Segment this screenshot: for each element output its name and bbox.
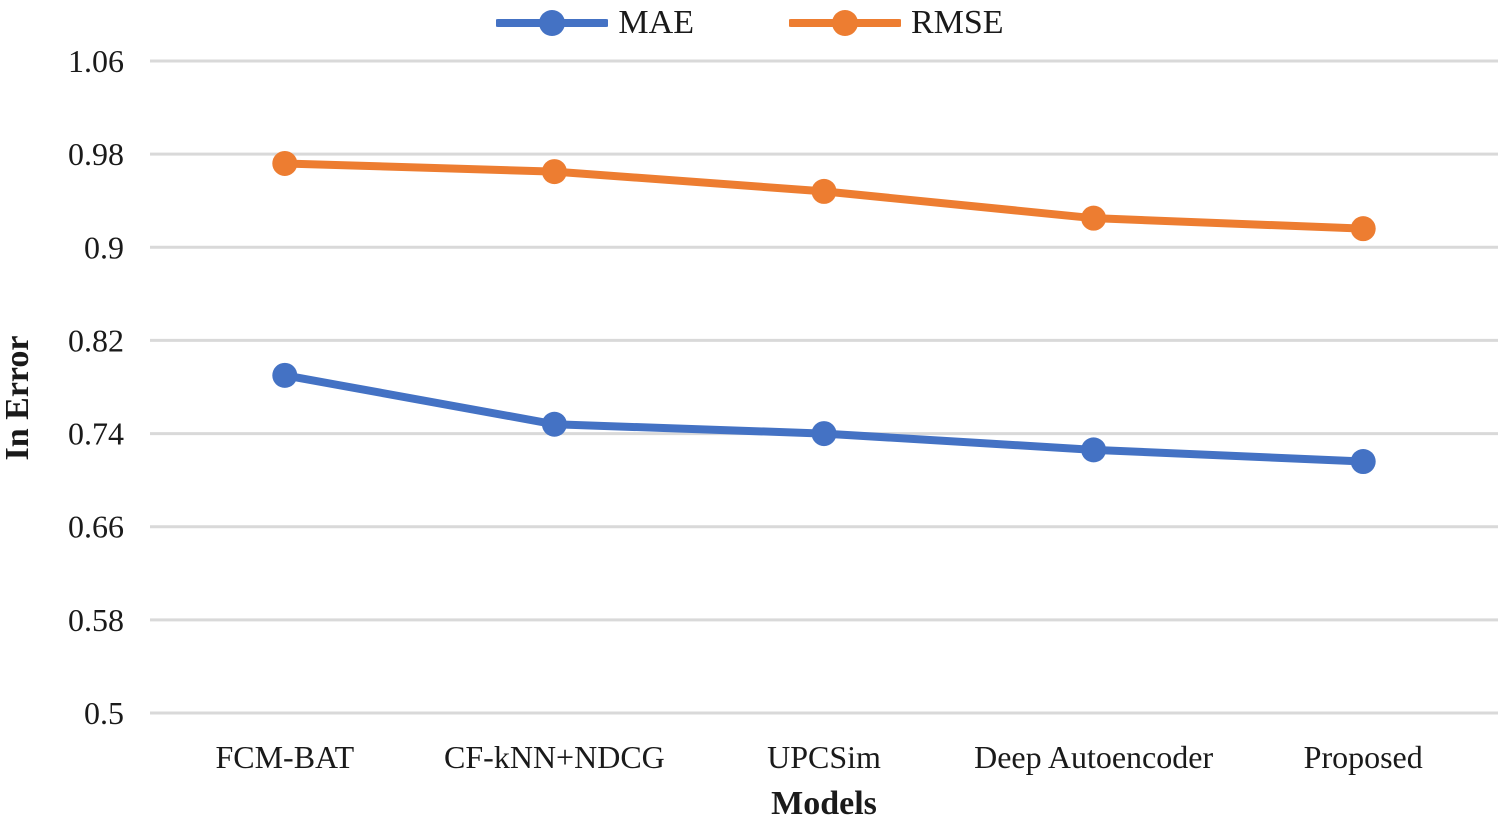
data-point-mae — [541, 411, 567, 437]
series-line-mae — [280, 371, 1368, 466]
legend-entry-rmse: RMSE — [788, 4, 1004, 41]
x-tick-label: FCM-BAT — [215, 739, 354, 775]
data-point-rmse — [1081, 205, 1107, 231]
rmse-line-marker-icon — [788, 10, 901, 36]
y-tick-label: 0.74 — [68, 416, 124, 452]
legend-entry-mae: MAE — [496, 6, 694, 40]
x-tick-label: UPCSim — [767, 739, 881, 775]
x-tick-label: Proposed — [1304, 739, 1423, 775]
data-point-mae — [1350, 449, 1376, 475]
data-point-mae — [811, 421, 837, 447]
y-tick-label: 0.58 — [68, 602, 124, 638]
chart-legend: MAE RMSE — [0, 6, 1500, 40]
data-point-rmse — [541, 159, 567, 185]
data-point-rmse — [811, 178, 837, 204]
y-tick-label: 0.82 — [68, 322, 124, 358]
mae-line-marker-icon — [496, 10, 609, 36]
y-axis-title: In Error — [0, 336, 36, 461]
legend-label-mae: MAE — [618, 4, 694, 41]
data-point-rmse — [272, 150, 298, 176]
data-point-mae — [272, 362, 298, 388]
x-tick-label: CF-kNN+NDCG — [444, 739, 665, 775]
x-axis-title: Models — [771, 785, 877, 822]
y-tick-label: 0.98 — [68, 136, 124, 172]
data-point-rmse — [1350, 216, 1376, 242]
y-tick-label: 0.9 — [84, 229, 124, 265]
y-tick-label: 1.06 — [68, 43, 124, 79]
legend-label-rmse: RMSE — [910, 4, 1004, 41]
y-tick-label: 0.66 — [68, 509, 124, 545]
x-tick-label: Deep Autoencoder — [974, 739, 1213, 775]
data-point-mae — [1081, 437, 1107, 463]
y-tick-label: 0.5 — [84, 695, 124, 731]
